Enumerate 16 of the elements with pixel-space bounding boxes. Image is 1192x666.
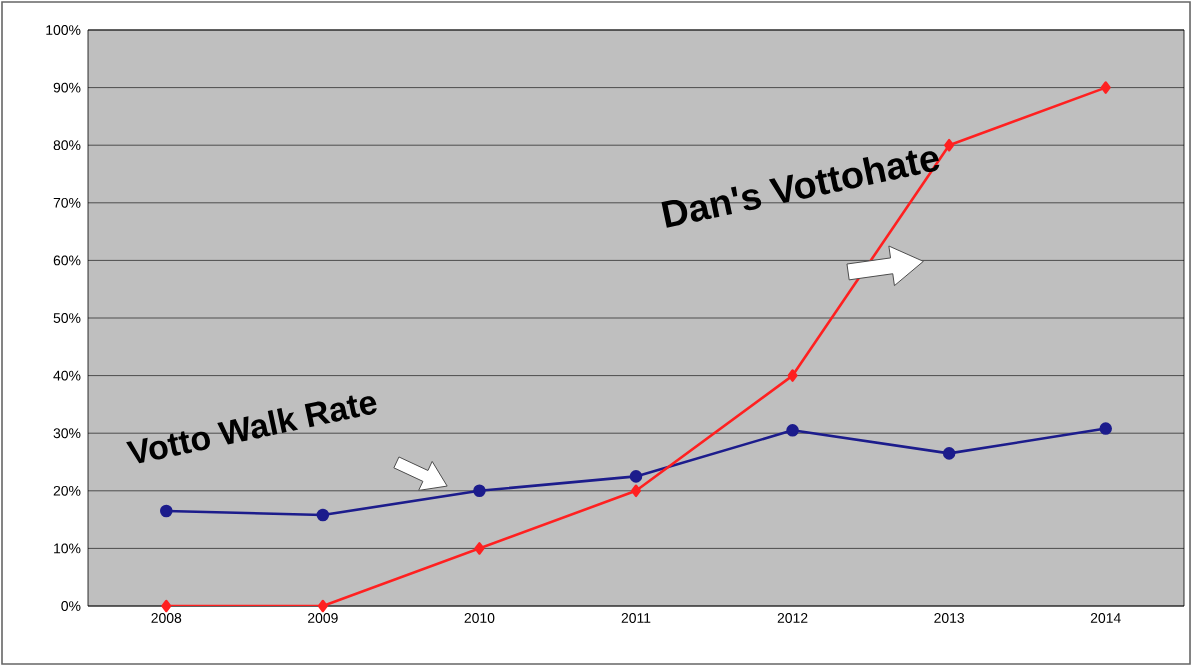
- point: [160, 504, 173, 518]
- point: [629, 470, 643, 483]
- point: [786, 424, 799, 437]
- point: [1099, 422, 1112, 435]
- point: [942, 447, 956, 460]
- point: [473, 484, 486, 498]
- text: Votto Walk Rate: [126, 395, 377, 464]
- point: [1100, 81, 1111, 94]
- point: [161, 599, 172, 613]
- point: [787, 369, 798, 382]
- point: [316, 508, 330, 522]
- point: [317, 599, 328, 613]
- point: [944, 138, 955, 152]
- point: [474, 542, 485, 555]
- point: [630, 484, 642, 498]
- text: Dan's Vottohate: [661, 150, 940, 228]
